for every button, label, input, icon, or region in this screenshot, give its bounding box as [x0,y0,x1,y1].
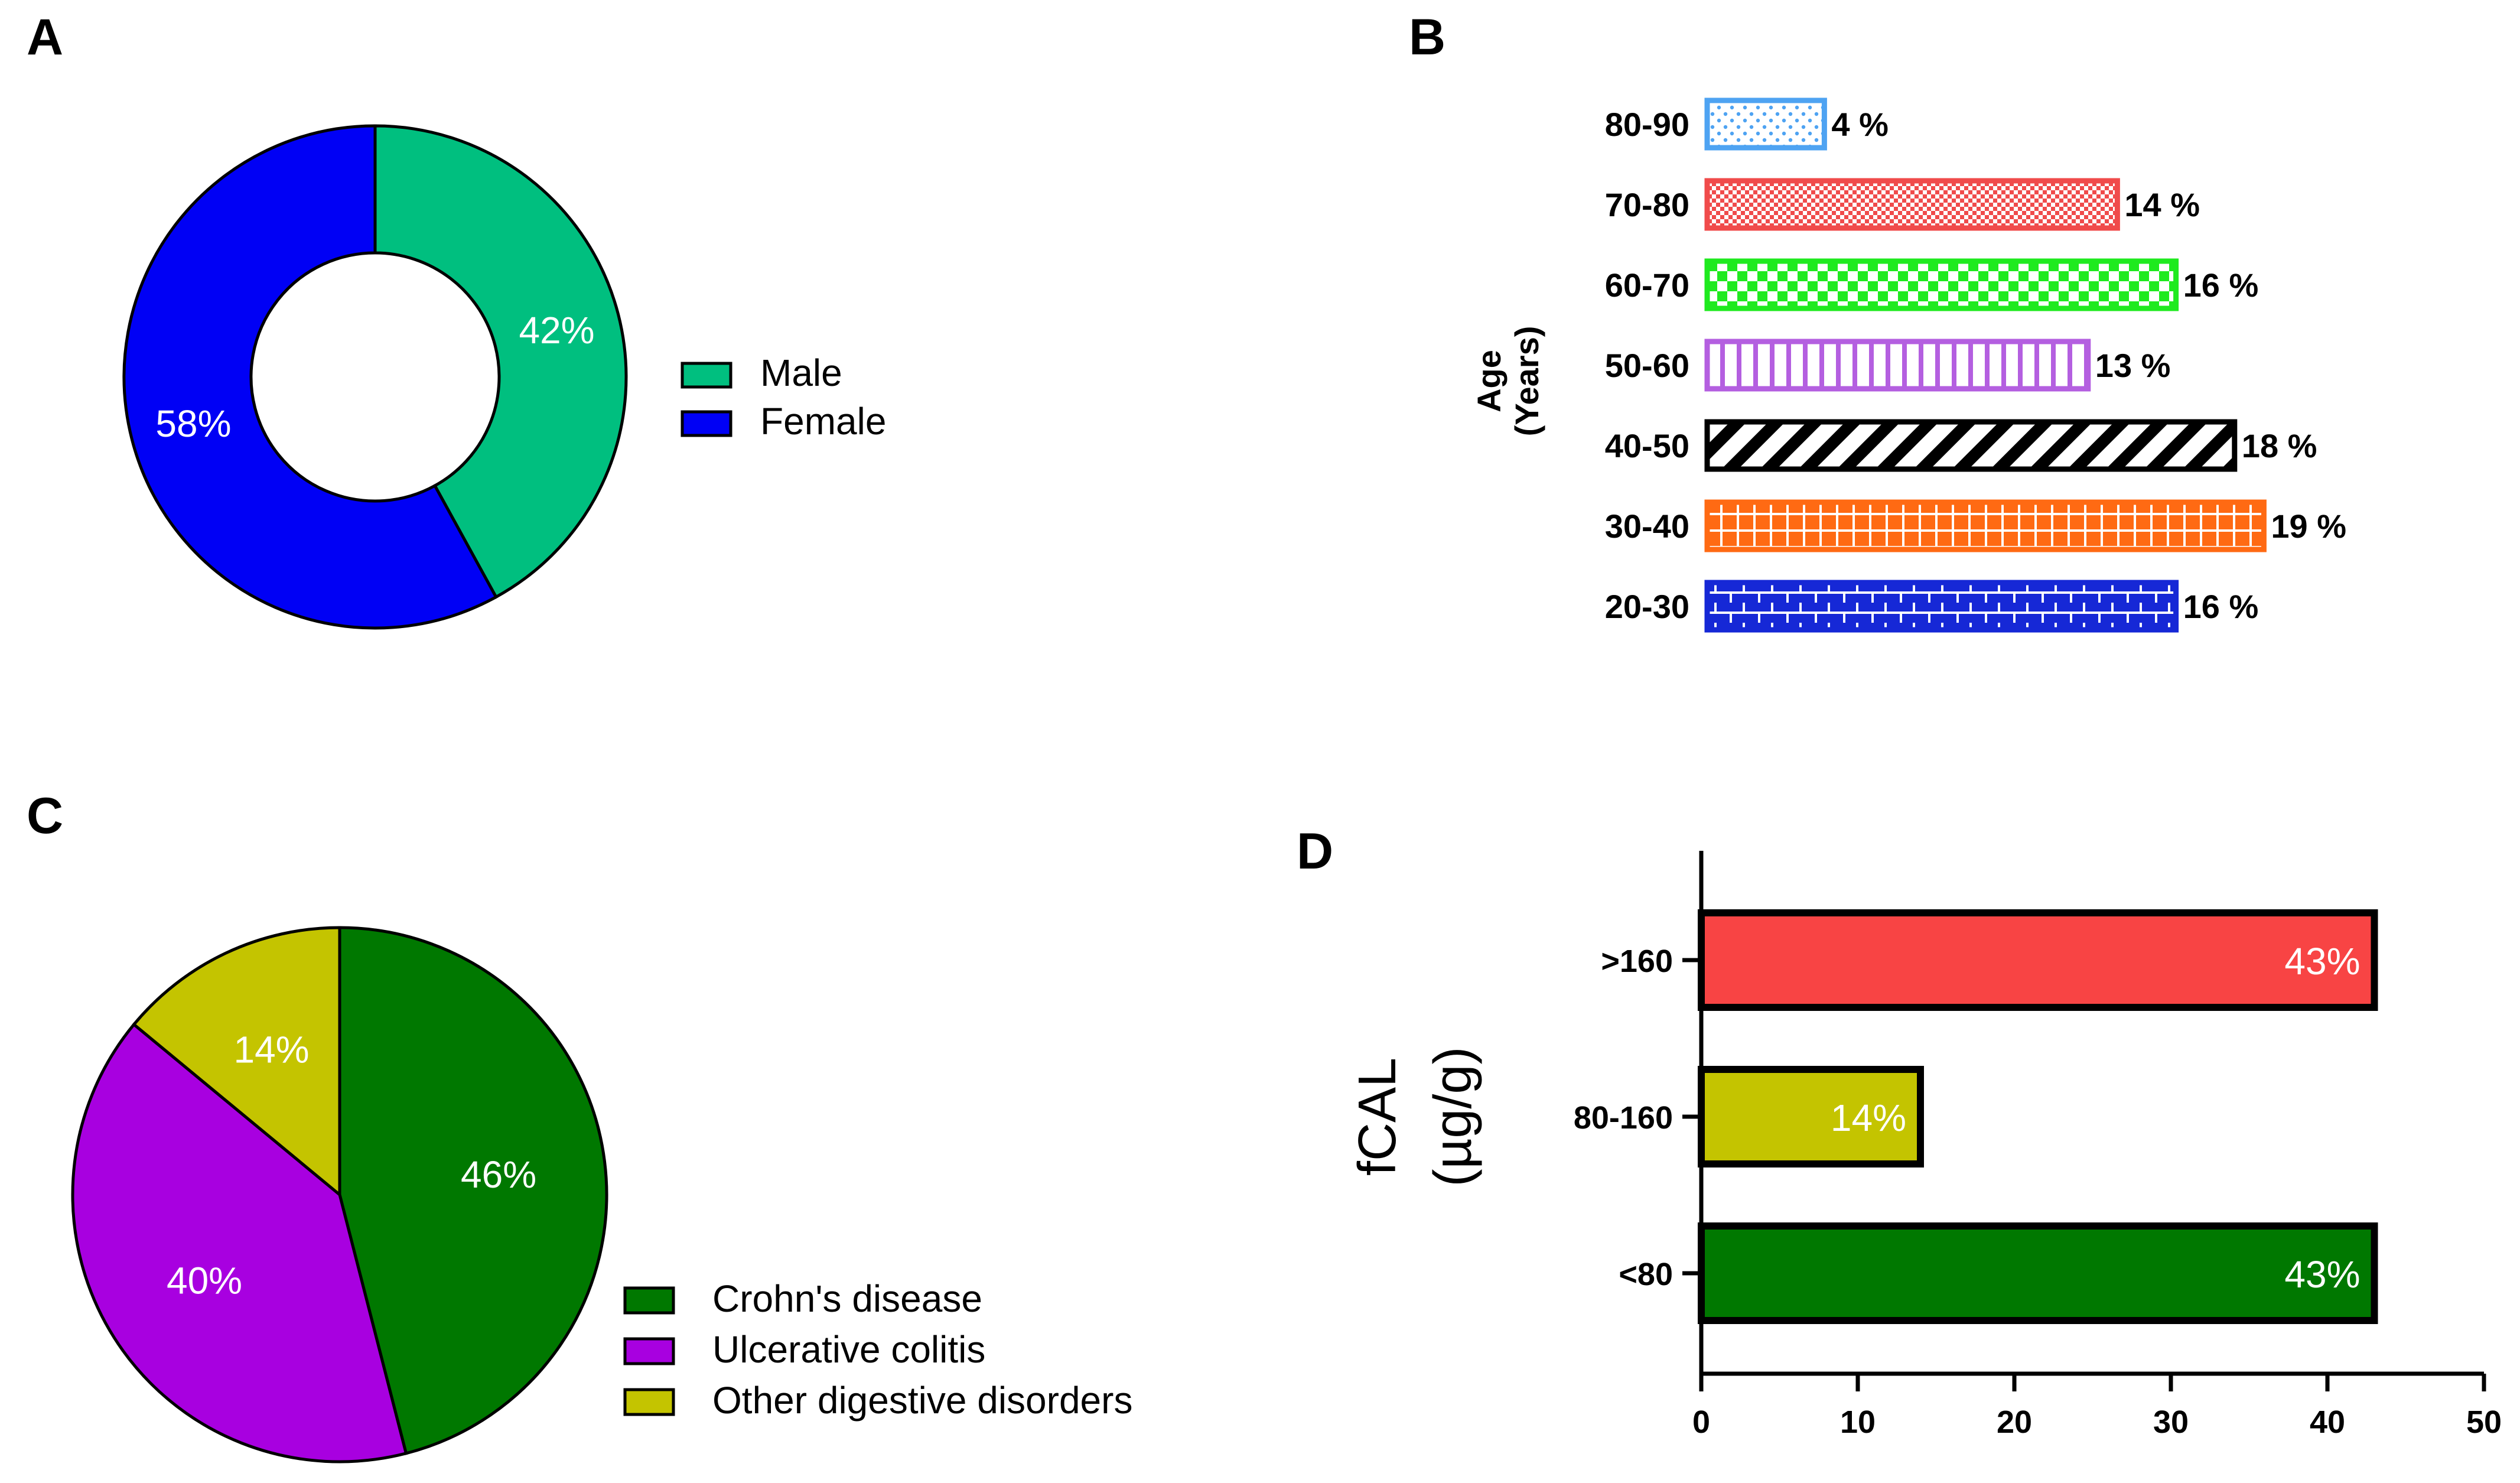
chart-a-gender-donut: 42% 58% Male Female [122,124,886,630]
age-value-70-80: 14 % [2124,186,2200,223]
fcal-x-tick-label-0: 0 [1692,1404,1710,1440]
donut-label-female: 58% [155,402,231,445]
donut-slice-male [373,124,628,599]
age-category-50-60: 50-60 [1605,347,1689,384]
age-bar-60-70 [1704,258,2179,311]
age-axis-title-line2: (Years) [1508,326,1545,437]
fcal-x-tick-label-20: 20 [1997,1404,2032,1440]
pie-label-other-digestive-disorders: 14% [233,1029,309,1071]
chart-c-disease-pie: 46% 40% 14% Crohn's disease Ulcerative colit… [71,926,1132,1464]
legend-swatch-crohn-s-disease [623,1286,675,1315]
pie-label-ulcerative-colitis: 40% [167,1259,242,1302]
age-value-50-60: 13 % [2095,347,2171,384]
age-bar-80-90 [1704,97,1827,151]
age-value-30-40: 19 % [2271,508,2346,545]
fcal-category-160: >160 [1601,944,1673,979]
legend-label-other-digestive-disorders: Other digestive disorders [712,1379,1132,1422]
age-category-80-90: 80-90 [1605,106,1689,143]
fcal-x-tick-label-10: 10 [1840,1404,1876,1440]
chart-b-age-bars: 80-90 4 % 70-80 14 % 60-70 16 % 50-60 13 % 40-50… [1470,97,2346,633]
age-bar-30-40 [1704,499,2267,552]
fcal-x-tick-label-30: 30 [2153,1404,2189,1440]
fcal-category-80-160: 80-160 [1574,1100,1673,1136]
panel-label-a: A [27,9,63,66]
age-category-30-40: 30-40 [1605,508,1689,545]
fcal-value-160: 43% [2284,940,2360,983]
legend-swatch-ulcerative-colitis [623,1337,675,1365]
legend-swatch-other-digestive-disorders [623,1388,675,1416]
age-value-20-30: 16 % [2183,588,2259,625]
age-bar-70-80 [1704,178,2120,231]
fcal-value-80: 43% [2284,1253,2360,1296]
age-bar-40-50 [1704,419,2238,472]
age-value-80-90: 4 % [1831,106,1889,143]
fcal-x-tick-label-50: 50 [2466,1404,2502,1440]
legend-swatch-male [681,362,732,389]
legend-label-crohn-s-disease: Crohn's disease [712,1277,982,1320]
panel-label-d: D [1297,823,1333,880]
fcal-value-80-160: 14% [1831,1097,1906,1139]
pie-slice-crohn-s-disease [338,926,608,1455]
age-axis-title: Age(Years) [1470,326,1545,437]
panel-label-b: B [1409,9,1445,66]
age-category-40-50: 40-50 [1605,427,1689,464]
legend-swatch-female [681,410,732,437]
fcal-x-tick-label-40: 40 [2310,1404,2345,1440]
fcal-bar-80 [1698,1222,2378,1324]
age-axis-title-line1: Age [1470,350,1508,412]
age-category-60-70: 60-70 [1605,266,1689,304]
age-bar-20-30 [1704,580,2179,633]
pie-slice-ulcerative-colitis [71,1022,408,1464]
pie-slice-other-digestive-disorders [132,926,341,1198]
age-category-20-30: 20-30 [1605,588,1689,625]
age-bar-50-60 [1704,339,2091,392]
donut-slice-female [122,124,499,630]
fcal-bar-80-160 [1698,1066,1924,1167]
chart-d-fcal-bars: 0 10 20 30 40 50 >160 43% 80-160 14% <80 43% fCAL (µg… [1348,851,2502,1440]
legend-label-male: Male [760,352,842,394]
fcal-category-80: <80 [1619,1257,1673,1292]
fcal-axis-title: fCAL [1348,1058,1407,1176]
fcal-bar-160 [1698,909,2378,1011]
panel-label-c: C [27,788,63,844]
legend-label-ulcerative-colitis: Ulcerative colitis [712,1328,985,1371]
donut-label-male: 42% [519,309,594,352]
age-value-60-70: 16 % [2183,266,2259,304]
age-value-40-50: 18 % [2242,427,2317,464]
legend-label-female: Female [760,400,886,443]
age-category-70-80: 70-80 [1605,186,1689,223]
fcal-axis-unit: (µg/g) [1424,1047,1483,1187]
pie-label-crohn-s-disease: 46% [461,1153,536,1196]
